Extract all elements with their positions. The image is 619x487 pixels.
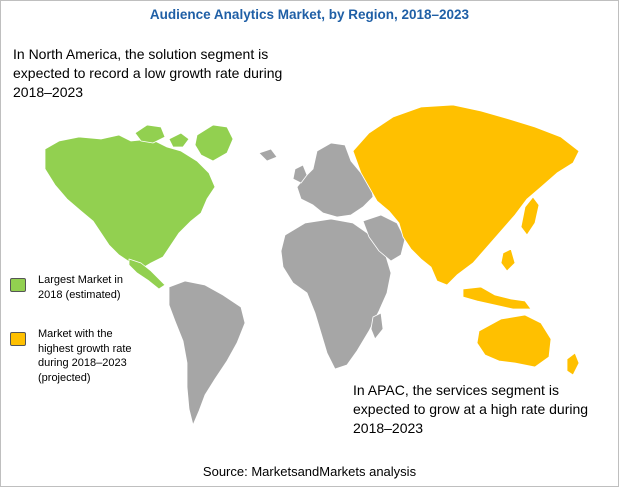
apac-note: In APAC, the services segment is expecte…: [353, 382, 589, 436]
indonesia: [462, 286, 532, 310]
source-note: Source: MarketsandMarkets analysis: [202, 464, 417, 479]
iceland: [258, 148, 278, 162]
north-america-mainland: [44, 134, 216, 270]
region-apac: [352, 104, 580, 376]
legend-label-largest-market: Largest Market in 2018 (estimated): [38, 274, 123, 301]
north-america-note: In North America, the solution segment i…: [13, 46, 283, 100]
region-europe: [258, 142, 374, 218]
philippines: [500, 248, 516, 272]
japan: [520, 196, 540, 236]
europe-mainland: [296, 142, 374, 218]
chart-title: Audience Analytics Market, by Region, 20…: [149, 7, 470, 22]
madagascar: [370, 312, 384, 340]
region-middle-east-africa: [280, 214, 406, 370]
region-latin-america: [168, 280, 246, 426]
arctic-islands: [134, 124, 166, 144]
greenland: [194, 124, 234, 162]
legend-item-highest-growth: Market with the highest growth rate duri…: [10, 327, 168, 385]
legend-label-highest-growth: Market with the highest growth rate duri…: [38, 328, 132, 384]
legend-swatch-green: [10, 278, 26, 292]
new-zealand: [566, 352, 580, 376]
africa: [280, 218, 392, 370]
asia-mainland: [352, 104, 580, 286]
central-america: [128, 258, 166, 290]
uk-ireland: [292, 164, 308, 184]
middle-east: [362, 214, 406, 262]
south-america: [168, 280, 246, 426]
legend-item-largest-market: Largest Market in 2018 (estimated): [10, 273, 168, 302]
arctic-islands-2: [168, 132, 190, 148]
legend-swatch-yellow: [10, 332, 26, 346]
australia: [476, 314, 552, 368]
region-north-america: [44, 124, 234, 290]
